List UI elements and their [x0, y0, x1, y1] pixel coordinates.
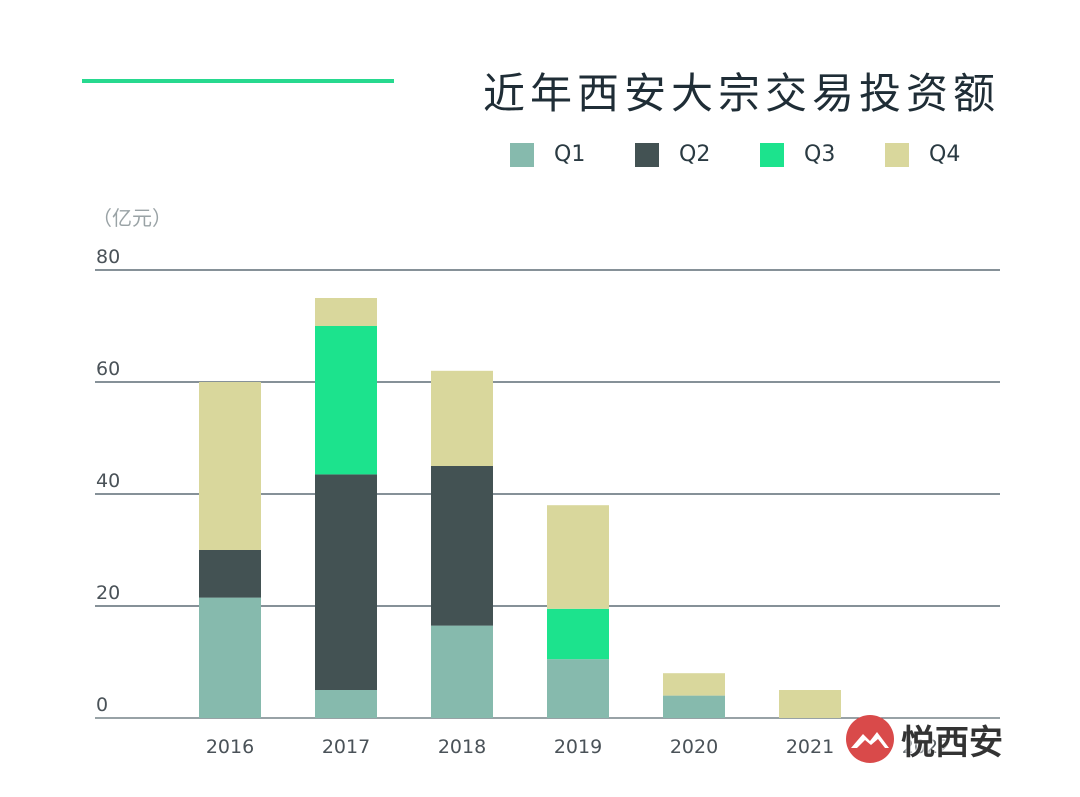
x-tick-label-2022: 2022: [902, 736, 950, 758]
bar-2018-q4: [431, 370, 493, 466]
bar-2016-q2: [199, 550, 261, 598]
bar-2017-q4: [315, 298, 377, 326]
x-tick-label-2019: 2019: [554, 736, 602, 758]
bar-2021-q4: [779, 690, 841, 718]
bar-2017-q2: [315, 474, 377, 690]
x-tick-label-2018: 2018: [438, 736, 486, 758]
chart-legend: Q1 Q2 Q3 Q4: [510, 142, 1010, 167]
bar-2019-q3: [547, 608, 609, 660]
legend-swatch-q2: [635, 142, 659, 167]
y-tick-label-20: 20: [96, 582, 120, 604]
legend-label-q1: Q1: [554, 142, 586, 167]
bar-2017-q3: [315, 326, 377, 475]
legend-item-q2: Q2: [635, 142, 760, 167]
x-tick-label-2020: 2020: [670, 736, 718, 758]
legend-label-q3: Q3: [804, 142, 836, 167]
bar-2018-q1: [431, 625, 493, 718]
bar-2020-q1: [663, 695, 725, 718]
bar-2016-q4: [199, 382, 261, 550]
legend-item-q3: Q3: [760, 142, 885, 167]
y-tick-label-80: 80: [96, 246, 120, 268]
y-tick-label-0: 0: [96, 694, 108, 716]
y-axis-unit-label: （亿元）: [92, 206, 172, 230]
bar-2019-q1: [547, 659, 609, 718]
bar-2019-q4: [547, 505, 609, 609]
legend-swatch-q3: [760, 142, 784, 167]
mountain-logo-icon: [846, 715, 894, 763]
legend-item-q4: Q4: [885, 142, 1010, 167]
x-tick-label-2021: 2021: [786, 736, 834, 758]
title-accent-line: [82, 79, 394, 83]
legend-swatch-q4: [885, 142, 909, 167]
chart-title: 近年西安大宗交易投资额: [482, 69, 1000, 118]
legend-label-q2: Q2: [679, 142, 711, 167]
watermark: 悦西安: [845, 714, 1003, 764]
y-tick-label-40: 40: [96, 470, 120, 492]
x-tick-label-2017: 2017: [322, 736, 370, 758]
bar-2020-q4: [663, 673, 725, 696]
legend-label-q4: Q4: [929, 142, 961, 167]
bar-2016-q1: [199, 597, 261, 718]
legend-swatch-q1: [510, 142, 534, 167]
legend-item-q1: Q1: [510, 142, 635, 167]
bar-2018-q2: [431, 466, 493, 626]
x-tick-label-2016: 2016: [206, 736, 254, 758]
watermark-text: 悦西安: [901, 722, 1003, 763]
bar-2017-q1: [315, 690, 377, 718]
y-tick-label-60: 60: [96, 358, 120, 380]
